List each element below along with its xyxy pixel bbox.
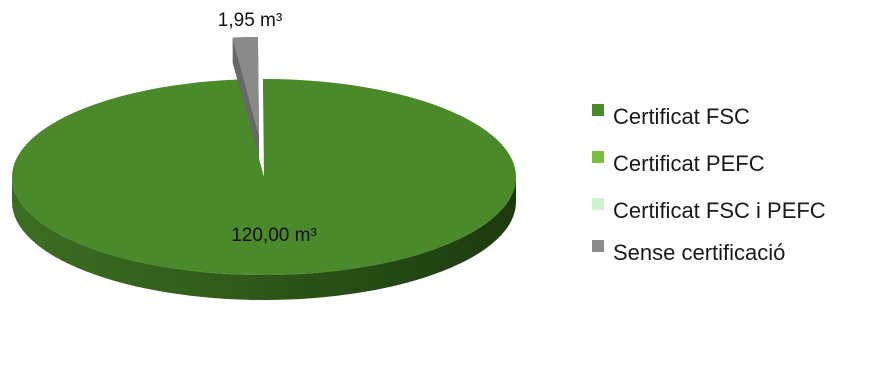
legend-swatch-certificat-fsc bbox=[592, 104, 604, 116]
legend-swatch-sense-certificacio bbox=[592, 240, 604, 252]
legend-label-certificat-fsc: Certificat FSC bbox=[613, 104, 750, 129]
data-label-sense-certificacio: 1,95 m³ bbox=[218, 10, 282, 31]
legend: Certificat FSC Certificat PEFC Certifica… bbox=[592, 104, 826, 265]
legend-label-certificat-pefc: Certificat PEFC bbox=[613, 151, 765, 176]
pie-slice-certificat-fsc bbox=[12, 79, 517, 275]
data-label-certificat-fsc: 120,00 m³ bbox=[231, 225, 317, 246]
pie-tops bbox=[12, 37, 517, 275]
pie-slice-wall-sense-certificacio-0 bbox=[232, 37, 259, 161]
pie-labels: 120,00 m³ 1,95 m³ bbox=[218, 10, 317, 246]
legend-label-sense-certificacio: Sense certificació bbox=[613, 240, 785, 265]
legend-label-certificat-fsc-i-pefc: Certificat FSC i PEFC bbox=[613, 198, 826, 223]
legend-swatch-certificat-pefc bbox=[592, 151, 604, 163]
pie-slice-side-certificat-fsc bbox=[12, 177, 516, 300]
pie-slice-sense-certificacio bbox=[232, 37, 259, 135]
legend-swatch-certificat-fsc-i-pefc bbox=[592, 198, 604, 210]
